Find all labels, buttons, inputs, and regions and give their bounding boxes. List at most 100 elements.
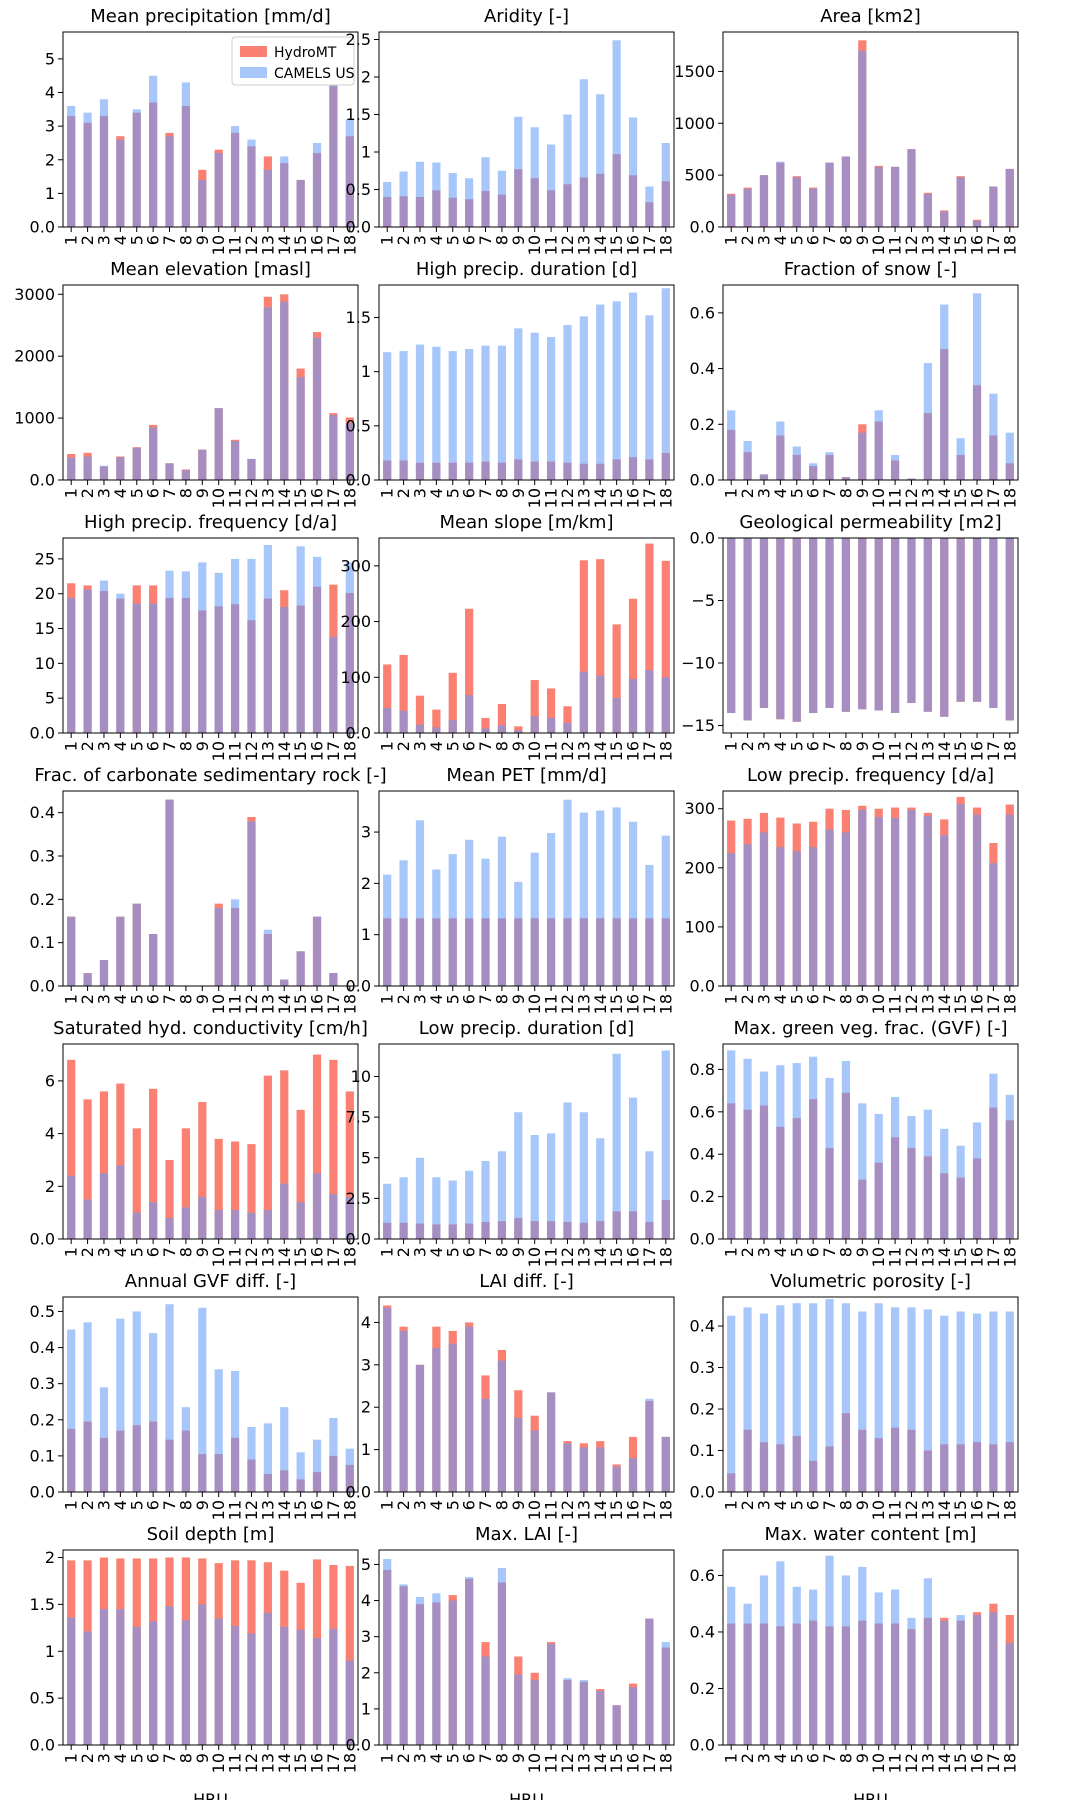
x-tick-label: 6: [460, 235, 479, 245]
bar-camels: [514, 1112, 523, 1239]
panel: Mean precipitation [mm/d]0.0123451234567…: [30, 6, 360, 255]
x-tick-label: 1: [62, 488, 81, 498]
bar-overlap: [132, 112, 141, 227]
x-tick-label: 16: [968, 1247, 987, 1267]
y-tick-label: 1: [361, 925, 371, 944]
bar-overlap: [841, 832, 851, 986]
x-tick-label: 15: [607, 488, 626, 508]
bar-overlap: [383, 1222, 392, 1239]
x-tick-label: 12: [558, 235, 577, 255]
bar-camels: [165, 1304, 174, 1492]
x-tick-label: 9: [509, 994, 528, 1004]
y-tick-label: 0.2: [30, 1410, 55, 1429]
y-tick-label: 0.6: [690, 1102, 715, 1121]
bar-overlap: [230, 441, 240, 480]
bar-camels: [563, 1102, 572, 1239]
bar-overlap: [890, 166, 900, 227]
bar-camels: [312, 1439, 322, 1492]
bar-camels: [628, 1097, 638, 1239]
x-tick-label: 16: [968, 235, 987, 255]
x-tick-label: 7: [476, 235, 495, 245]
bar-overlap: [99, 1437, 109, 1492]
bar-overlap: [263, 169, 272, 227]
bar-hydromt: [661, 560, 670, 733]
x-tick-label: 14: [935, 488, 954, 508]
bar-overlap: [247, 146, 256, 227]
bar-overlap: [247, 458, 256, 480]
x-tick-label: 3: [754, 488, 773, 498]
bar-overlap: [825, 538, 834, 708]
bar-overlap: [448, 918, 457, 986]
x-tick-label: 5: [787, 1500, 806, 1510]
bar-overlap: [1005, 814, 1014, 986]
bar-overlap: [329, 415, 338, 480]
x-tick-label: 2: [394, 1753, 413, 1763]
x-tick-label: 5: [787, 1753, 806, 1763]
x-tick-label: 6: [144, 994, 163, 1004]
bar-hydromt: [497, 704, 507, 733]
x-tick-label: 13: [918, 235, 937, 255]
bar-overlap: [1005, 1442, 1014, 1492]
x-tick-label: 2: [738, 741, 757, 751]
x-tick-label: 18: [1000, 1247, 1019, 1267]
x-tick-label: 6: [804, 741, 823, 751]
bar-overlap: [940, 1173, 949, 1239]
x-tick-label: 5: [127, 488, 146, 498]
bar-overlap: [465, 1223, 474, 1239]
x-tick-label: 10: [525, 741, 544, 761]
bar-overlap: [230, 132, 240, 227]
x-tick-label: 7: [160, 235, 179, 245]
y-tick-label: 3: [45, 117, 55, 136]
panel: Mean slope [m/km]0.010020030012345678910…: [340, 512, 675, 761]
y-tick-label: 0.0: [30, 1483, 55, 1502]
x-tick-label: 5: [127, 1753, 146, 1763]
bar-overlap: [809, 1460, 818, 1492]
x-tick-label: 17: [324, 1500, 343, 1520]
y-tick-label: 0.0: [690, 471, 715, 490]
bar-overlap: [596, 675, 605, 733]
bar-hydromt: [214, 1138, 223, 1239]
x-tick-label: 11: [542, 741, 561, 761]
bar-overlap: [165, 597, 174, 733]
x-tick-label: 2: [738, 488, 757, 498]
bar-overlap: [956, 1444, 965, 1492]
plot-frame: [378, 537, 675, 734]
bar-overlap: [825, 162, 834, 227]
x-tick-label: 6: [804, 235, 823, 245]
bar-overlap: [612, 459, 621, 480]
bar-overlap: [612, 1466, 621, 1492]
bar-camels: [514, 328, 523, 480]
x-tick-label: 18: [1000, 1753, 1019, 1773]
y-tick-label: 0.4: [690, 1145, 715, 1164]
x-tick-label: 15: [951, 1753, 970, 1773]
x-tick-label: 4: [111, 488, 130, 498]
legend-swatch: [240, 67, 267, 78]
bar-overlap: [497, 725, 507, 733]
bar-hydromt: [514, 726, 523, 733]
x-tick-label: 11: [542, 1500, 561, 1520]
bar-overlap: [890, 1623, 900, 1745]
x-tick-label: 9: [193, 488, 212, 498]
bar-overlap: [972, 1615, 982, 1745]
bar-overlap: [563, 1443, 572, 1492]
bar-overlap: [280, 979, 289, 986]
x-tick-label: 7: [476, 1500, 495, 1510]
x-tick-label: 15: [951, 1247, 970, 1267]
bar-overlap: [940, 349, 949, 480]
bar-hydromt: [448, 672, 457, 733]
bar-overlap: [198, 1196, 207, 1239]
panel: Saturated hyd. conductivity [cm/h] 0.0 2 4 6…: [30, 1018, 368, 1267]
y-tick-label: 0.0: [346, 1736, 371, 1755]
y-tick-label: 1000: [14, 409, 55, 428]
x-tick-label: 7: [476, 1753, 495, 1763]
plot-frame: [378, 1043, 675, 1240]
bar-overlap: [645, 459, 654, 480]
x-tick-label: 1: [722, 994, 741, 1004]
bar-hydromt: [83, 1099, 92, 1239]
x-tick-label: 16: [968, 994, 987, 1014]
x-tick-label: 3: [754, 235, 773, 245]
bar-overlap: [415, 1223, 425, 1239]
bar-camels: [481, 1161, 490, 1239]
y-tick-label: 100: [340, 668, 371, 687]
bar-hydromt: [415, 695, 425, 733]
